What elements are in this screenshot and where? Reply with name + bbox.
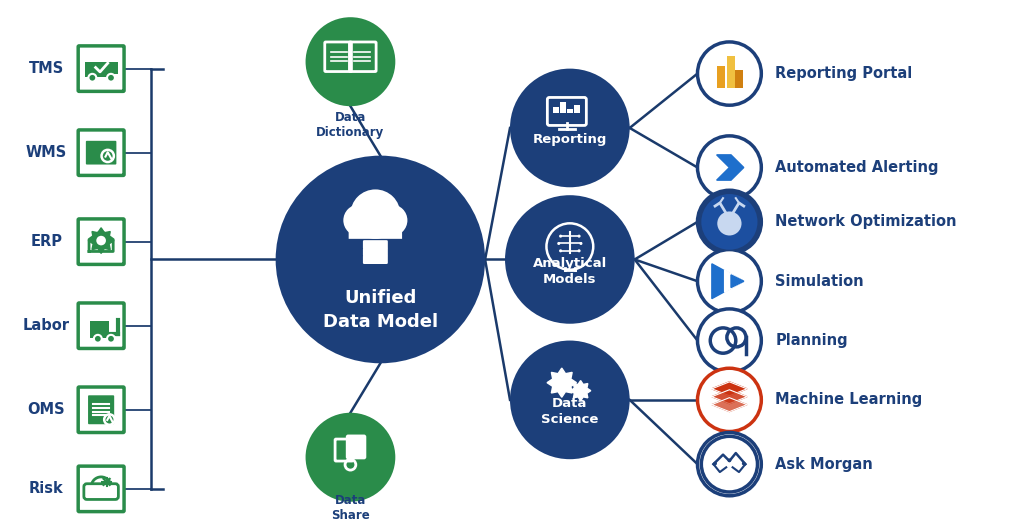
- Circle shape: [717, 211, 741, 235]
- Text: Automated Alerting: Automated Alerting: [775, 160, 939, 175]
- Text: TMS: TMS: [29, 61, 63, 76]
- FancyBboxPatch shape: [78, 303, 124, 348]
- FancyBboxPatch shape: [90, 321, 109, 338]
- Bar: [553, 107, 559, 113]
- Bar: [735, 71, 743, 88]
- Text: Reporting: Reporting: [532, 133, 607, 146]
- Circle shape: [578, 388, 584, 394]
- Circle shape: [697, 433, 761, 496]
- Circle shape: [697, 190, 761, 254]
- Text: Labor: Labor: [23, 318, 70, 333]
- FancyBboxPatch shape: [348, 223, 402, 239]
- Text: Unified
Data Model: Unified Data Model: [323, 289, 438, 331]
- Text: Risk: Risk: [29, 481, 63, 496]
- Circle shape: [557, 379, 566, 387]
- Circle shape: [305, 413, 395, 502]
- Circle shape: [104, 414, 115, 425]
- Polygon shape: [547, 368, 577, 397]
- Text: Analytical
Models: Analytical Models: [532, 257, 607, 286]
- Polygon shape: [570, 381, 591, 401]
- Circle shape: [275, 156, 485, 363]
- Circle shape: [97, 237, 104, 244]
- Circle shape: [697, 249, 761, 313]
- Circle shape: [741, 462, 745, 465]
- Polygon shape: [712, 397, 746, 412]
- Circle shape: [697, 309, 761, 372]
- Polygon shape: [725, 270, 743, 292]
- Circle shape: [697, 42, 761, 105]
- Circle shape: [557, 242, 560, 245]
- Circle shape: [88, 74, 96, 82]
- FancyBboxPatch shape: [85, 62, 109, 77]
- Text: Data
Dictionary: Data Dictionary: [316, 111, 385, 139]
- Circle shape: [701, 436, 758, 492]
- Bar: [574, 105, 580, 113]
- FancyBboxPatch shape: [78, 387, 124, 433]
- Polygon shape: [717, 155, 743, 180]
- FancyBboxPatch shape: [78, 466, 124, 511]
- Circle shape: [697, 136, 761, 199]
- Bar: [560, 103, 566, 113]
- Bar: [717, 66, 725, 88]
- Circle shape: [578, 249, 581, 252]
- Text: Ask Morgan: Ask Morgan: [775, 457, 873, 472]
- Circle shape: [505, 195, 635, 324]
- Circle shape: [91, 477, 111, 496]
- Text: Simulation: Simulation: [775, 274, 864, 289]
- Circle shape: [350, 189, 400, 239]
- Polygon shape: [731, 275, 743, 288]
- Circle shape: [376, 204, 408, 236]
- Circle shape: [580, 242, 583, 245]
- FancyBboxPatch shape: [364, 241, 387, 248]
- Polygon shape: [88, 228, 114, 253]
- Text: Data
Science: Data Science: [541, 397, 599, 426]
- Text: Network Optimization: Network Optimization: [775, 214, 956, 230]
- Circle shape: [94, 335, 101, 343]
- Bar: [727, 56, 735, 88]
- FancyBboxPatch shape: [84, 484, 119, 499]
- FancyBboxPatch shape: [78, 46, 124, 92]
- Text: WMS: WMS: [26, 145, 67, 160]
- FancyBboxPatch shape: [364, 248, 387, 256]
- Text: ERP: ERP: [31, 234, 62, 249]
- Text: Machine Learning: Machine Learning: [775, 392, 923, 407]
- Circle shape: [713, 462, 717, 465]
- FancyBboxPatch shape: [86, 141, 117, 165]
- Circle shape: [510, 340, 630, 459]
- FancyBboxPatch shape: [88, 395, 115, 424]
- Bar: [567, 109, 572, 113]
- Circle shape: [559, 235, 562, 237]
- Circle shape: [101, 150, 114, 162]
- Text: Planning: Planning: [775, 333, 848, 348]
- Circle shape: [578, 235, 581, 237]
- Circle shape: [697, 368, 761, 431]
- Circle shape: [104, 480, 109, 484]
- FancyBboxPatch shape: [78, 219, 124, 265]
- FancyBboxPatch shape: [364, 256, 387, 263]
- Circle shape: [343, 204, 376, 236]
- Text: Reporting Portal: Reporting Portal: [775, 66, 912, 81]
- Circle shape: [305, 17, 395, 106]
- Polygon shape: [712, 390, 746, 404]
- Text: OMS: OMS: [28, 402, 66, 417]
- Text: Data
Share: Data Share: [331, 494, 370, 522]
- Circle shape: [559, 249, 562, 252]
- FancyBboxPatch shape: [106, 62, 118, 74]
- FancyBboxPatch shape: [347, 436, 365, 458]
- Circle shape: [727, 459, 731, 462]
- Polygon shape: [712, 382, 746, 396]
- Circle shape: [510, 69, 630, 187]
- Circle shape: [701, 194, 758, 250]
- Polygon shape: [712, 264, 743, 299]
- Circle shape: [108, 335, 115, 343]
- Circle shape: [108, 74, 115, 82]
- FancyBboxPatch shape: [78, 130, 124, 175]
- Circle shape: [96, 236, 105, 245]
